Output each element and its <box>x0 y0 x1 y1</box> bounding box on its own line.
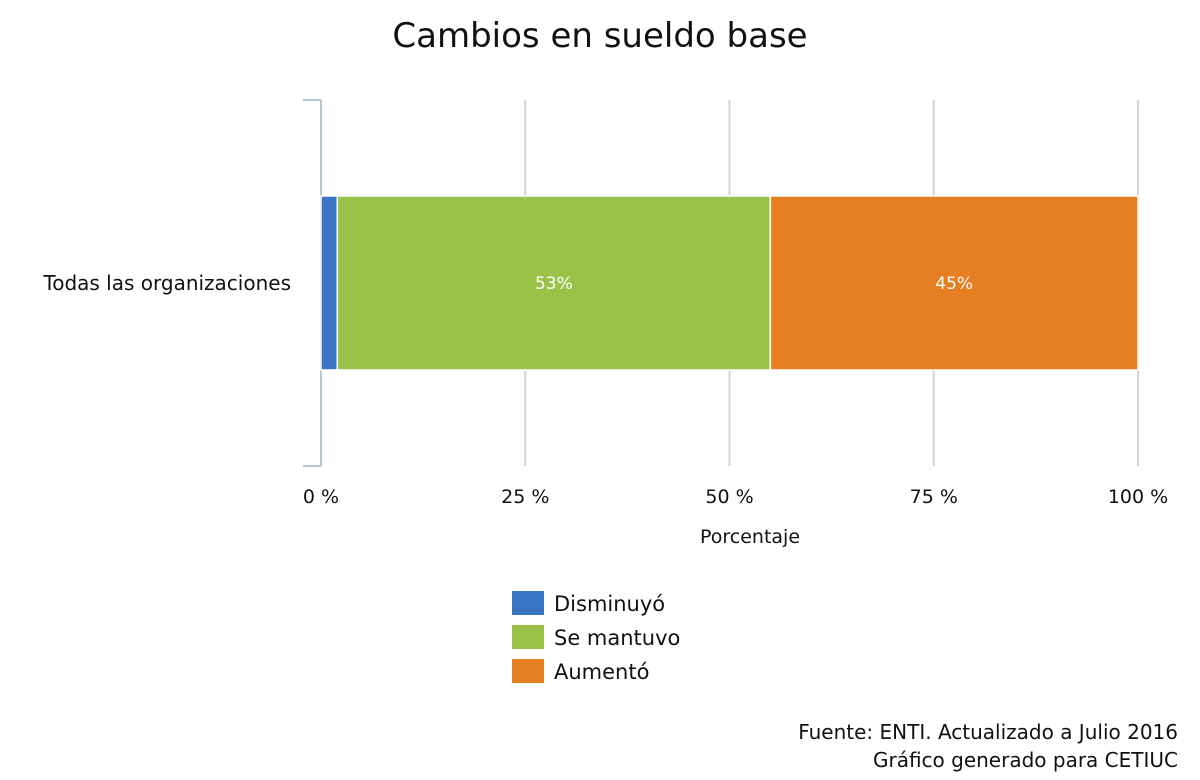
bar-segments: 53% 45% <box>320 195 1139 371</box>
bar-segment <box>336 195 772 371</box>
legend: Disminuyó Se mantuvo Aumentó <box>512 591 680 684</box>
legend-swatch <box>512 659 544 683</box>
x-tick-label: 25 % <box>501 486 549 508</box>
chart-title: Cambios en sueldo base <box>392 16 807 56</box>
x-tick-label: 0 % <box>303 486 339 508</box>
x-tick-label: 100 % <box>1108 486 1168 508</box>
legend-swatch <box>512 591 544 615</box>
legend-label: Se mantuvo <box>554 626 680 650</box>
x-tick-labels: 0 % 25 % 50 % 75 % 100 % <box>303 486 1168 508</box>
x-axis-title: Porcentaje <box>700 526 800 548</box>
legend-swatch <box>512 625 544 649</box>
data-label: 53% <box>535 274 573 294</box>
category-axis: Todas las organizaciones <box>42 99 322 467</box>
legend-label: Aumentó <box>554 660 649 684</box>
footer-generated: Gráfico generado para CETIUC <box>873 748 1178 772</box>
bar-segment <box>769 195 1139 371</box>
footer-source: Fuente: ENTI. Actualizado a Julio 2016 <box>798 720 1178 744</box>
x-tick-label: 75 % <box>910 486 958 508</box>
data-label: 45% <box>935 274 973 294</box>
category-label: Todas las organizaciones <box>42 271 291 295</box>
legend-label: Disminuyó <box>554 592 665 616</box>
bar-segment <box>320 195 339 371</box>
x-tick-label: 50 % <box>705 486 753 508</box>
